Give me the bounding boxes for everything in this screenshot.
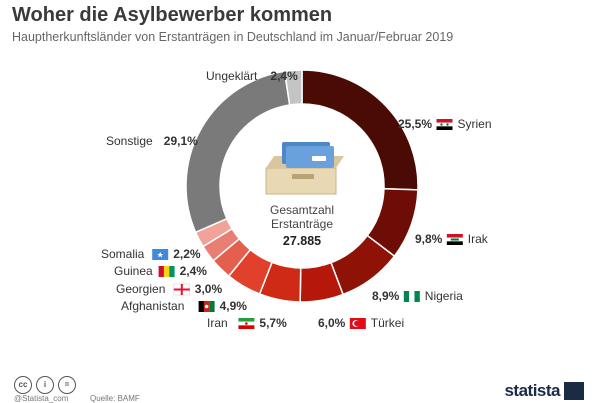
slice-ungeklärt (283, 69, 303, 106)
slice-value: 3,0% (195, 282, 223, 296)
georgia-flag-icon (173, 283, 191, 296)
slice-value: 29,1% (164, 134, 198, 148)
license-icons: cc i = (14, 376, 76, 394)
slice-name: Syrien (458, 117, 492, 131)
slice-value: 8,9% (372, 289, 400, 303)
guinea-flag-icon (158, 266, 175, 277)
slice-name: Irak (468, 232, 489, 246)
slice-name: Iran (207, 316, 228, 330)
slice-name: Georgien (116, 282, 165, 296)
label-syrien: 25,5% Syrien (398, 117, 492, 131)
slice-value: 9,8% (415, 232, 443, 246)
center-label-line-1: Gesamtzahl (270, 203, 334, 217)
label-georgien: Georgien 3,0% (116, 282, 222, 296)
slice-label: 6,0% (318, 316, 346, 330)
label-nigeria: 8,9% Nigeria (372, 289, 463, 303)
slice-value: 2,4% (180, 264, 208, 278)
iraq-flag-icon (446, 234, 463, 245)
file-box-icon (265, 142, 344, 195)
slice-value: 5,7% (259, 316, 287, 330)
statista-logo[interactable]: statista (504, 381, 560, 400)
by-icon: i (36, 376, 54, 394)
slice-label: 9,8% (415, 232, 443, 246)
copyright-text: @Statista_com (14, 394, 69, 403)
svg-text:★: ★ (157, 251, 164, 260)
turkey-flag-icon (349, 318, 366, 329)
slice-label: 25,5% (398, 117, 432, 131)
slice-value: 2,2% (173, 247, 201, 261)
slice-label: Sonstige (106, 134, 153, 148)
slice-value: 4,9% (220, 299, 248, 313)
chart-subtitle: Hauptherkunftsländer von Erstanträgen in… (12, 30, 454, 44)
slice-label: Somalia (101, 247, 145, 261)
slice-name: Nigeria (425, 289, 463, 303)
afghanistan-flag-icon (198, 301, 215, 312)
chart-title: Woher die Asylbewerber kommen (12, 4, 333, 26)
slice-name: Guinea (114, 264, 153, 278)
slice-label: Guinea (114, 264, 153, 278)
slice-name: Ungeklärt (206, 69, 258, 83)
label-irak: 9,8% Irak (415, 232, 489, 246)
label-sonstige: Sonstige 29,1% (106, 134, 198, 148)
slice-name: Afghanistan (121, 299, 184, 313)
nigeria-flag-icon (403, 291, 420, 302)
center-label-line-2: Erstanträge (271, 217, 333, 231)
slice-name: Türkei (371, 316, 404, 330)
label-guinea: Guinea 2,4% (114, 264, 207, 278)
slice-label: 8,9% (372, 289, 400, 303)
nd-icon: = (58, 376, 76, 394)
somalia-flag-icon: ★ (152, 249, 169, 260)
slice-label: Georgien (116, 282, 165, 296)
slice-label: Iran (207, 316, 228, 330)
cc-icon: cc (14, 376, 32, 394)
label-afghanistan: Afghanistan 4,9% (121, 299, 247, 313)
statista-logo-mark (564, 382, 584, 400)
center-total-value: 27.885 (283, 234, 321, 248)
slice-name: Sonstige (106, 134, 153, 148)
slice-label: Ungeklärt (206, 69, 258, 83)
label-iran: Iran 5,7% (207, 316, 287, 330)
syria-flag-icon (436, 119, 453, 130)
iran-flag-icon (238, 318, 255, 329)
slice-value: 2,4% (270, 69, 298, 83)
label-türkei: 6,0% Türkei (318, 316, 404, 330)
label-ungeklärt: Ungeklärt 2,4% (206, 69, 298, 83)
slice-label: Afghanistan (121, 299, 184, 313)
slice-name: Somalia (101, 247, 145, 261)
slice-value: 6,0% (318, 316, 346, 330)
slice-value: 25,5% (398, 117, 432, 131)
label-somalia: Somalia ★ 2,2% (101, 247, 201, 261)
source-text: Quelle: BAMF (90, 394, 140, 403)
